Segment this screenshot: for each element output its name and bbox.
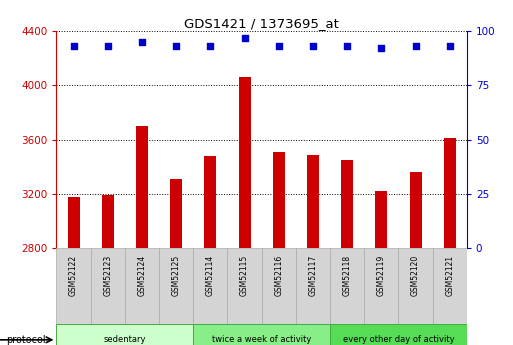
Text: protocol: protocol <box>7 335 46 345</box>
Bar <box>68 197 80 248</box>
Point <box>309 43 317 49</box>
Bar <box>170 179 182 248</box>
Bar <box>102 195 114 248</box>
Point <box>104 43 112 49</box>
Point <box>69 43 77 49</box>
Bar <box>204 156 216 248</box>
Text: GSM52120: GSM52120 <box>411 255 420 296</box>
Bar <box>307 155 319 248</box>
Point <box>446 43 454 49</box>
Point <box>377 46 385 51</box>
Bar <box>409 172 422 248</box>
Bar <box>273 152 285 248</box>
FancyBboxPatch shape <box>159 248 193 324</box>
Point <box>138 39 146 45</box>
FancyBboxPatch shape <box>91 248 125 324</box>
FancyBboxPatch shape <box>56 324 193 345</box>
Text: GSM52119: GSM52119 <box>377 255 386 296</box>
Text: GSM52125: GSM52125 <box>172 255 181 296</box>
Point <box>206 43 214 49</box>
FancyBboxPatch shape <box>262 248 296 324</box>
Bar <box>239 77 250 248</box>
FancyBboxPatch shape <box>364 248 399 324</box>
FancyBboxPatch shape <box>227 248 262 324</box>
Text: GSM52121: GSM52121 <box>445 255 454 296</box>
Text: GSM52115: GSM52115 <box>240 255 249 296</box>
FancyBboxPatch shape <box>330 248 364 324</box>
Point <box>172 43 180 49</box>
Point <box>241 35 249 40</box>
Text: sedentary: sedentary <box>104 335 146 344</box>
FancyBboxPatch shape <box>330 324 467 345</box>
Text: GSM52124: GSM52124 <box>137 255 146 296</box>
Text: GSM52116: GSM52116 <box>274 255 283 296</box>
Text: GSM52114: GSM52114 <box>206 255 215 296</box>
Text: GSM52118: GSM52118 <box>343 255 351 296</box>
Bar <box>444 138 456 248</box>
FancyBboxPatch shape <box>399 248 432 324</box>
Text: GSM52123: GSM52123 <box>103 255 112 296</box>
FancyBboxPatch shape <box>193 248 227 324</box>
Point <box>343 43 351 49</box>
FancyBboxPatch shape <box>193 324 330 345</box>
Point <box>411 43 420 49</box>
Text: GSM52122: GSM52122 <box>69 255 78 296</box>
Text: every other day of activity: every other day of activity <box>343 335 454 344</box>
FancyBboxPatch shape <box>125 248 159 324</box>
Bar <box>341 160 353 248</box>
Title: GDS1421 / 1373695_at: GDS1421 / 1373695_at <box>184 17 339 30</box>
Point <box>274 43 283 49</box>
FancyBboxPatch shape <box>432 248 467 324</box>
FancyBboxPatch shape <box>296 248 330 324</box>
Text: twice a week of activity: twice a week of activity <box>212 335 311 344</box>
Text: GSM52117: GSM52117 <box>308 255 318 296</box>
Bar <box>376 191 387 248</box>
FancyBboxPatch shape <box>56 248 91 324</box>
Bar <box>136 126 148 248</box>
